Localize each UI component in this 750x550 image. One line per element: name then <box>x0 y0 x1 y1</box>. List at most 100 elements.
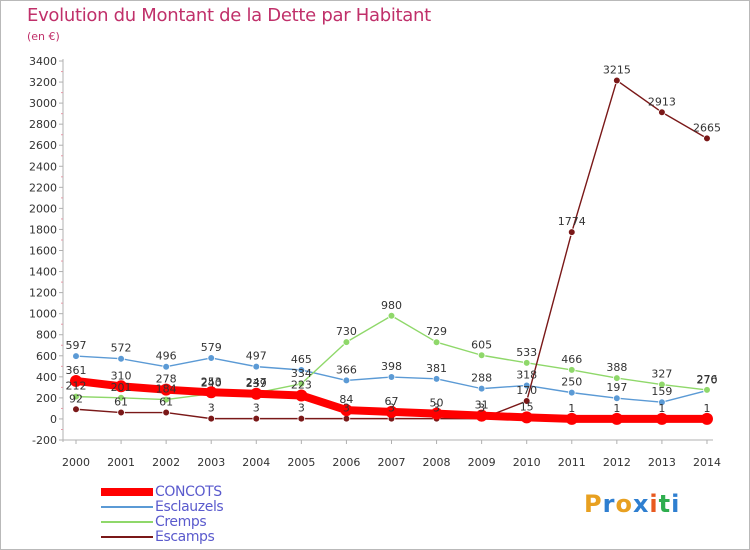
data-label: 318 <box>516 368 537 381</box>
legend-label: Esclauzels <box>155 499 224 515</box>
data-label: 579 <box>201 341 222 354</box>
data-point <box>117 393 125 402</box>
data-label: 366 <box>336 363 357 376</box>
data-point <box>117 408 125 417</box>
data-label: 3 <box>253 402 260 415</box>
data-point <box>205 386 218 399</box>
data-label: 197 <box>606 381 627 394</box>
y-tick-label: 2400 <box>29 160 57 173</box>
data-point <box>342 338 351 346</box>
x-tick-label: 2003 <box>197 456 225 469</box>
data-point <box>250 387 263 400</box>
data-point <box>658 380 666 389</box>
data-point <box>385 405 398 418</box>
data-point <box>72 352 80 360</box>
data-label: 31 <box>475 399 489 412</box>
data-label: 1 <box>613 402 620 415</box>
x-tick-label: 2001 <box>107 456 135 469</box>
data-label: 247 <box>246 376 267 389</box>
y-tick-label: 400 <box>36 371 57 384</box>
data-label: 361 <box>66 364 87 377</box>
data-point <box>72 405 80 414</box>
data-point <box>432 338 441 346</box>
data-point <box>162 395 170 404</box>
data-point <box>297 414 306 423</box>
data-label: 730 <box>336 325 357 338</box>
x-tick-label: 2000 <box>62 456 90 469</box>
data-point <box>520 411 533 424</box>
data-label: 253 <box>201 375 222 388</box>
data-point <box>160 383 173 396</box>
data-label: 310 <box>111 369 132 382</box>
data-label: 1 <box>703 402 710 415</box>
y-tick-label: 3400 <box>29 55 57 68</box>
chart-unit-label: (en €) <box>27 30 60 43</box>
data-label: 288 <box>471 372 492 385</box>
data-point <box>297 379 306 388</box>
y-tick-label: 1400 <box>29 266 57 279</box>
data-label: 3 <box>343 402 350 415</box>
data-point <box>522 359 531 367</box>
data-label: 15 <box>520 400 534 413</box>
data-point <box>567 388 576 397</box>
data-label: 605 <box>471 338 492 351</box>
data-label: 980 <box>381 299 402 312</box>
legend-label: Cremps <box>155 514 207 530</box>
data-point <box>477 384 486 393</box>
data-point <box>115 380 128 393</box>
x-tick-label: 2013 <box>648 456 676 469</box>
data-label: 223 <box>291 378 312 391</box>
y-tick-label: 2000 <box>29 202 57 215</box>
x-tick-label: 2006 <box>332 456 360 469</box>
data-label: 466 <box>561 353 582 366</box>
x-tick-label: 2008 <box>423 456 451 469</box>
y-tick-label: 1800 <box>29 223 57 236</box>
data-point <box>387 311 396 320</box>
y-tick-label: 0 <box>50 413 57 426</box>
data-point <box>703 386 711 394</box>
data-point <box>297 366 306 374</box>
legend-swatch <box>101 488 153 496</box>
data-label: 170 <box>516 384 537 397</box>
data-label: 398 <box>381 360 402 373</box>
data-label: 2665 <box>693 121 721 134</box>
x-tick-label: 2004 <box>242 456 270 469</box>
data-label: 3215 <box>603 63 631 76</box>
data-point <box>252 414 261 423</box>
data-label: 729 <box>426 325 447 338</box>
data-label: 250 <box>561 376 582 389</box>
y-tick-label: 200 <box>36 392 57 405</box>
legend-swatch <box>101 536 153 538</box>
data-point <box>658 398 666 407</box>
x-tick-label: 2007 <box>377 456 405 469</box>
data-point <box>567 228 576 236</box>
data-label: 465 <box>291 353 312 366</box>
legend-swatch <box>101 506 153 508</box>
data-label: 3 <box>298 402 305 415</box>
chart-title: Evolution du Montant de la Dette par Hab… <box>27 5 431 26</box>
data-point <box>342 376 351 385</box>
data-label: 50 <box>430 397 444 410</box>
data-point <box>162 362 170 371</box>
data-point <box>340 404 353 417</box>
y-tick-label: 1000 <box>29 308 57 321</box>
data-label: 3 <box>208 402 215 415</box>
data-point <box>613 76 621 85</box>
data-point <box>207 354 216 362</box>
data-label: 61 <box>159 396 173 409</box>
data-point <box>430 407 443 420</box>
data-point <box>613 374 621 382</box>
data-label: 3 <box>433 402 440 415</box>
data-label: 3 <box>478 402 485 415</box>
data-point <box>342 414 351 423</box>
x-tick-label: 2005 <box>287 456 315 469</box>
data-point <box>610 412 623 425</box>
data-point <box>658 108 666 117</box>
data-point <box>475 409 488 422</box>
data-label: 497 <box>246 350 267 363</box>
data-label: 496 <box>156 350 177 363</box>
data-label: 92 <box>69 392 83 405</box>
legend-label: Escamps <box>155 529 215 545</box>
data-label: 67 <box>384 395 398 408</box>
